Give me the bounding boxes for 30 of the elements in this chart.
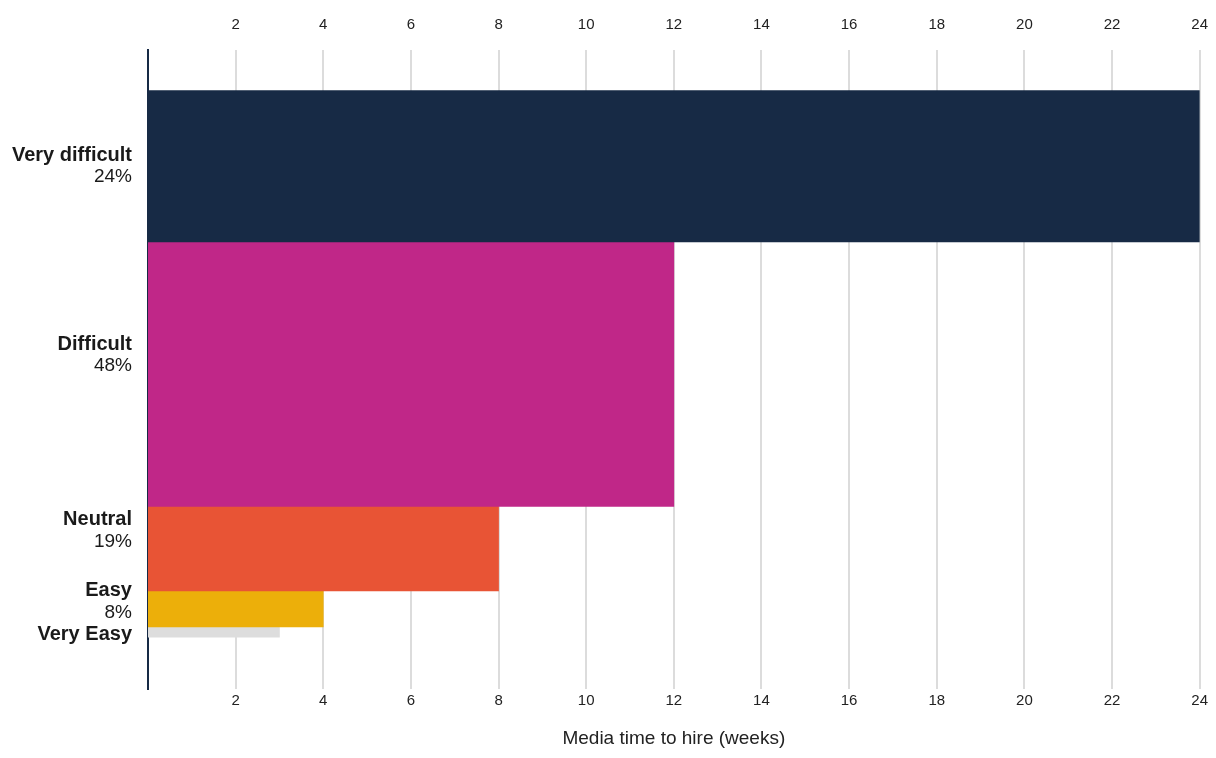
- x-tick-label: 2: [231, 691, 240, 709]
- x-tick-label: 6: [406, 691, 416, 709]
- x2-tick-label: 8: [494, 15, 503, 33]
- x2-tick-label: 18: [928, 15, 946, 33]
- x2-tick-label: 22: [1103, 15, 1121, 33]
- x2-tick-label: 6: [406, 15, 416, 33]
- x-tick-label: 10: [577, 691, 595, 709]
- x-tick-label: 22: [1103, 691, 1121, 709]
- x2-tick-label: 14: [753, 15, 770, 33]
- y-tick-label: Neutral 19%: [63, 507, 133, 552]
- x-tick-label: 12: [665, 691, 683, 709]
- x-tick-label: 16: [840, 691, 858, 709]
- y-tick-label: Difficult 48%: [57, 331, 133, 376]
- x-tick-label: 4: [319, 691, 328, 709]
- y-tick-label: Very Easy: [37, 622, 133, 645]
- x-tick-label: 20: [1016, 691, 1033, 709]
- x2-tick-label: 12: [665, 15, 683, 33]
- x-tick-label: 8: [494, 691, 503, 709]
- y-tick-label: Easy 8%: [85, 578, 133, 623]
- x-tick-label: 24: [1191, 691, 1208, 709]
- x-axis-title: Media time to hire (weeks): [562, 726, 786, 748]
- x-tick-label: 18: [928, 691, 946, 709]
- x2-tick-label: 16: [840, 15, 858, 33]
- x2-tick-label: 20: [1016, 15, 1033, 33]
- x2-tick-label: 2: [231, 15, 240, 33]
- x2-tick-label: 24: [1191, 15, 1208, 33]
- x2-tick-label: 4: [319, 15, 328, 33]
- y-tick-label: Very difficult 24%: [11, 142, 133, 187]
- x2-tick-label: 10: [577, 15, 595, 33]
- x-tick-label: 14: [753, 691, 770, 709]
